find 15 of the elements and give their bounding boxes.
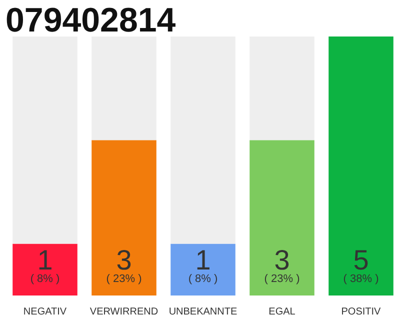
chart-title: 079402814 (6, 2, 176, 40)
data-label: 1 (195, 244, 211, 276)
x-tick-label: POSITIV (341, 306, 382, 318)
x-tick-label: NEGATIV (23, 306, 67, 318)
data-label: 5 (353, 244, 369, 276)
x-tick-label: EGAL (268, 306, 296, 318)
annotation: ( 8% ) (188, 273, 218, 286)
data-label: 3 (116, 244, 132, 276)
annotation: ( 8% ) (30, 273, 60, 286)
annotation: ( 23% ) (106, 273, 142, 286)
data-label: 3 (274, 244, 290, 276)
x-tick-label: VERWIRREND (90, 306, 158, 318)
x-tick-label: UNBEKANNTE (168, 306, 238, 318)
annotation: ( 38% ) (343, 273, 379, 286)
annotation: ( 23% ) (264, 273, 300, 286)
